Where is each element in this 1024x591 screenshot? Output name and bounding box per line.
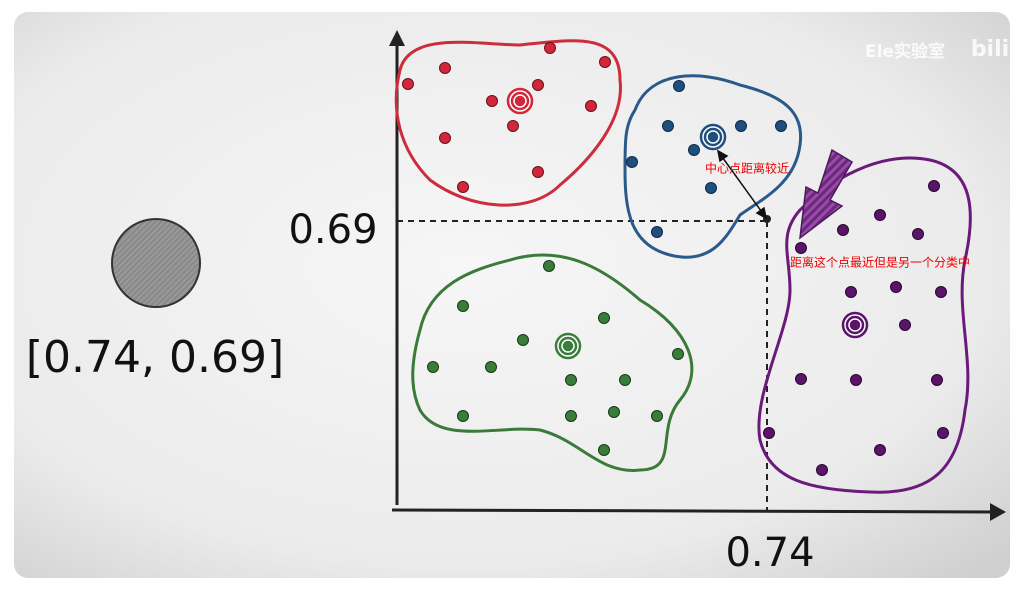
dot (912, 228, 924, 240)
purple-cluster (757, 156, 972, 494)
dot (598, 444, 610, 456)
dot (608, 406, 620, 418)
dot (735, 120, 747, 132)
background (14, 12, 1010, 578)
dot (532, 166, 544, 178)
dot (763, 427, 775, 439)
dot (775, 120, 787, 132)
dot (935, 286, 947, 298)
pointer-arrow (799, 148, 854, 240)
dot (673, 80, 685, 92)
distance-arrow (716, 149, 768, 220)
annotation-nearest: 距离这个点最近但是另一个分类中 (790, 255, 970, 270)
dot (427, 361, 439, 373)
green-cluster (411, 253, 694, 472)
dot (543, 260, 555, 272)
dot (439, 132, 451, 144)
dots (402, 42, 949, 476)
dot (937, 427, 949, 439)
dot (874, 209, 886, 221)
watermark-text: Ele实验室 (865, 41, 945, 62)
dot (402, 78, 414, 90)
dot (651, 410, 663, 422)
dot (599, 56, 611, 68)
dot (795, 242, 807, 254)
dot (651, 226, 663, 238)
guides (397, 220, 768, 510)
dot (486, 95, 498, 107)
dot (565, 374, 577, 386)
x-arrow (990, 503, 1006, 521)
dot (899, 319, 911, 331)
y-label: 0.69 (288, 207, 377, 253)
watermark-logo: bili (971, 37, 1009, 62)
dot (532, 79, 544, 91)
dot (931, 374, 943, 386)
dot (517, 334, 529, 346)
x-label: 0.74 (725, 530, 814, 576)
annotation-near: 中心点距离较近 (705, 161, 789, 176)
dot (795, 373, 807, 385)
dot (874, 444, 886, 456)
dot (565, 410, 577, 422)
centroid-ring (514, 95, 526, 107)
blue-cluster (623, 74, 803, 259)
watermark: Ele实验室 bili (865, 37, 1009, 62)
point-label: [0.74, 0.69] (26, 332, 284, 383)
red-cluster (394, 39, 622, 207)
dot (850, 374, 862, 386)
centroid-ring (707, 131, 719, 143)
dot (507, 120, 519, 132)
y-arrow (389, 30, 405, 46)
dot (485, 361, 497, 373)
dot (672, 348, 684, 360)
dot (928, 180, 940, 192)
dot (585, 100, 597, 112)
dot (619, 374, 631, 386)
clusters (394, 39, 972, 494)
dot (598, 312, 610, 324)
dot (662, 120, 674, 132)
dot (705, 182, 717, 194)
dot (837, 224, 849, 236)
dot (457, 410, 469, 422)
dot (457, 181, 469, 193)
dot (845, 286, 857, 298)
centroid-ring (562, 340, 574, 352)
sample-point (111, 218, 201, 308)
dot (816, 464, 828, 476)
x-axis (391, 508, 996, 514)
dot (439, 62, 451, 74)
centroid-ring (849, 319, 861, 331)
dot (626, 156, 638, 168)
dot (688, 144, 700, 156)
dot (890, 281, 902, 293)
dot (457, 300, 469, 312)
dot (544, 42, 556, 54)
